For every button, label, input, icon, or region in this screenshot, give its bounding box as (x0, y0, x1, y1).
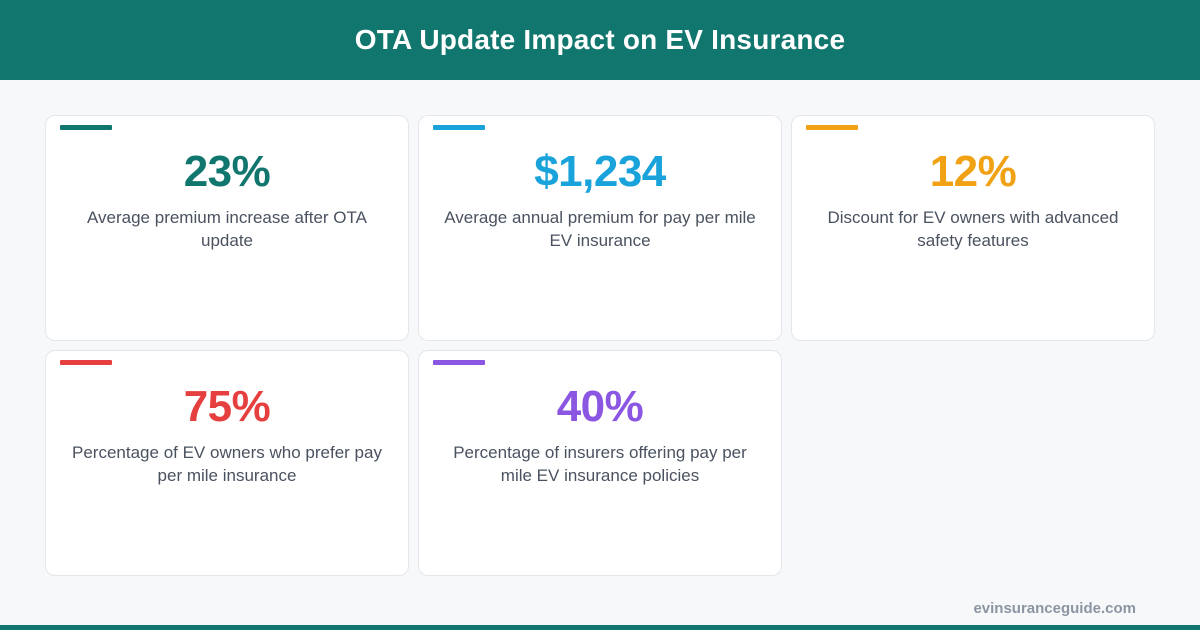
card-accent-bar (60, 360, 112, 365)
stat-card: 23% Average premium increase after OTA u… (45, 115, 409, 341)
stat-value: 12% (929, 147, 1017, 196)
page-title: OTA Update Impact on EV Insurance (354, 24, 846, 55)
stat-label: Average annual premium for pay per mile … (444, 208, 756, 250)
card-accent-bar (806, 125, 858, 130)
stat-card: 12% Discount for EV owners with advanced… (791, 115, 1155, 341)
stat-value: 23% (183, 147, 271, 196)
stat-value: 40% (556, 382, 644, 431)
card-accent-bar (433, 360, 485, 365)
stat-card: 40% Percentage of insurers offering pay … (418, 350, 782, 576)
card-accent-bar (60, 125, 112, 130)
stat-label: Discount for EV owners with advanced saf… (827, 208, 1119, 250)
footer-website-link[interactable]: evinsuranceguide.com (973, 600, 1136, 617)
stat-value: $1,234 (534, 147, 666, 196)
card-accent-bar (433, 125, 485, 130)
stat-card-grid: 23% Average premium increase after OTA u… (45, 115, 1155, 576)
stat-value: 75% (183, 382, 271, 431)
header-banner: OTA Update Impact on EV Insurance (0, 0, 1200, 80)
footer-accent-bar (0, 625, 1200, 630)
stat-label: Percentage of insurers offering pay per … (453, 443, 747, 485)
stat-label: Average premium increase after OTA updat… (87, 208, 367, 250)
stat-card: $1,234 Average annual premium for pay pe… (418, 115, 782, 341)
stat-label: Percentage of EV owners who prefer pay p… (72, 443, 382, 485)
stat-card: 75% Percentage of EV owners who prefer p… (45, 350, 409, 576)
